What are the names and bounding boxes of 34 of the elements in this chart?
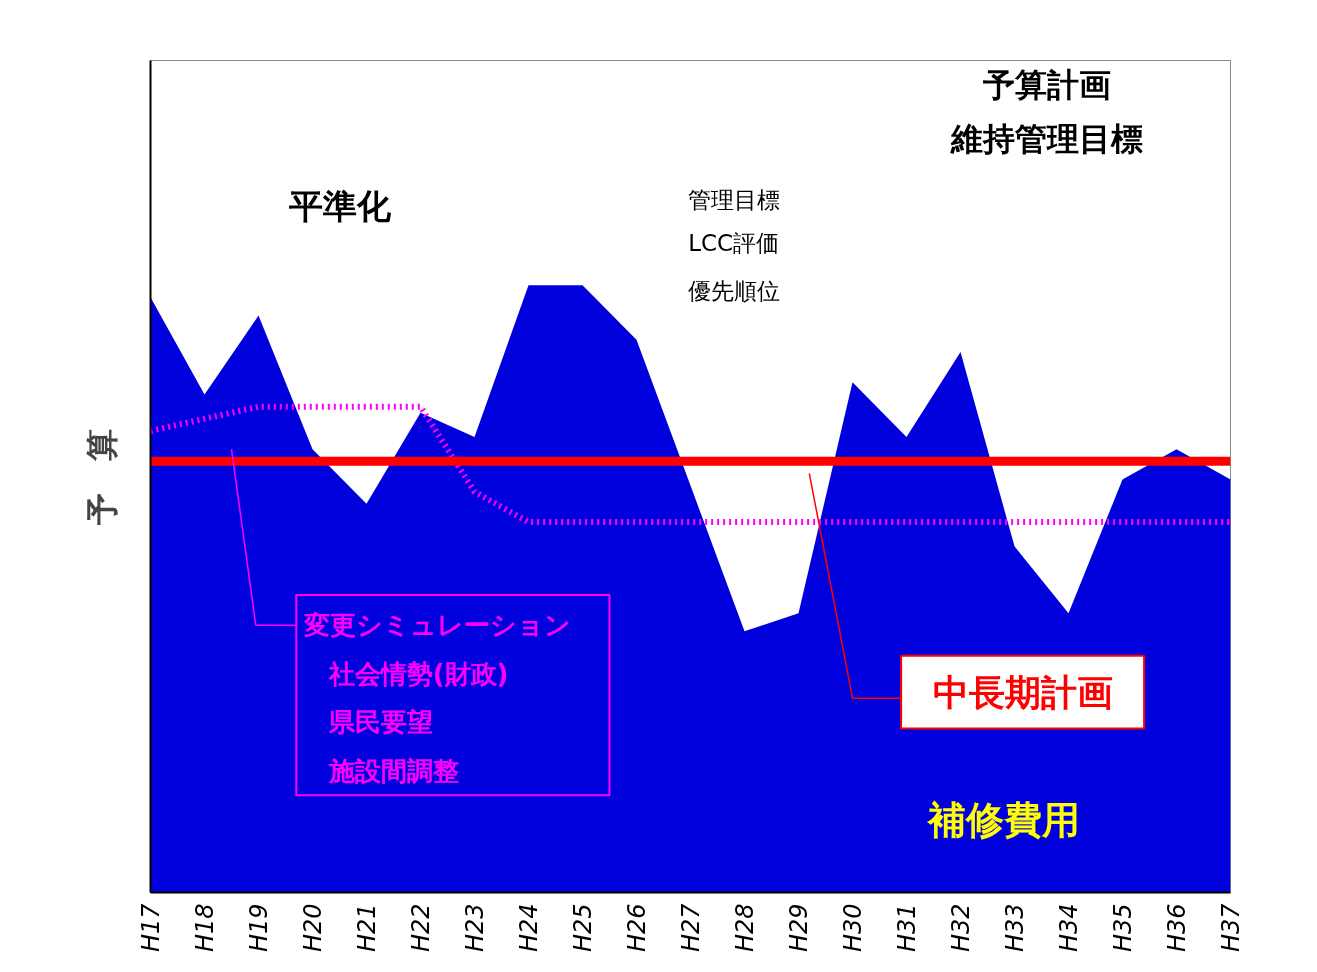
x-tick-label: H24 [514, 903, 543, 953]
x-tick-label: H34 [1054, 903, 1083, 953]
x-tick-label: H30 [838, 903, 867, 953]
text: 平準化 [287, 186, 392, 227]
text: 予算計画 [981, 65, 1111, 104]
text: 維持管理目標 [949, 120, 1143, 159]
annotation: 施設間調整 [327, 756, 459, 787]
x-tick-label: H33 [1000, 903, 1029, 953]
x-tick-label: H20 [298, 903, 327, 953]
series-label: 補修費用 [925, 797, 1080, 842]
x-tick-label: H28 [730, 903, 759, 953]
x-tick-label: H37 [1216, 902, 1245, 953]
x-tick-label: H35 [1108, 903, 1137, 953]
x-tick-label: H31 [892, 903, 921, 953]
ref-line-label: 中長期計画 [932, 671, 1113, 713]
text: LCC評価 [688, 229, 780, 256]
text: 管理目標 [687, 187, 780, 214]
x-tick-label: H25 [568, 903, 597, 953]
x-tick-label: H21 [352, 903, 381, 953]
x-tick-label: H18 [190, 903, 219, 953]
x-tick-label: H27 [676, 902, 705, 953]
annotation: 社会情勢(財政) [327, 658, 509, 689]
x-tick-label: H26 [622, 903, 651, 953]
x-tick-label: H19 [244, 903, 273, 953]
x-tick-label: H17 [136, 902, 165, 953]
annotation: 県民要望 [327, 707, 433, 738]
x-tick-label: H36 [1162, 903, 1191, 953]
y-axis-title: 予 算 [82, 428, 121, 526]
x-tick-label: H29 [784, 903, 813, 953]
x-tick-label: H22 [406, 903, 435, 953]
x-tick-label: H32 [946, 903, 975, 953]
x-tick-label: H23 [460, 903, 489, 953]
annotation: 優先順位 [687, 278, 780, 305]
text: 変更シミュレーション [303, 610, 572, 641]
